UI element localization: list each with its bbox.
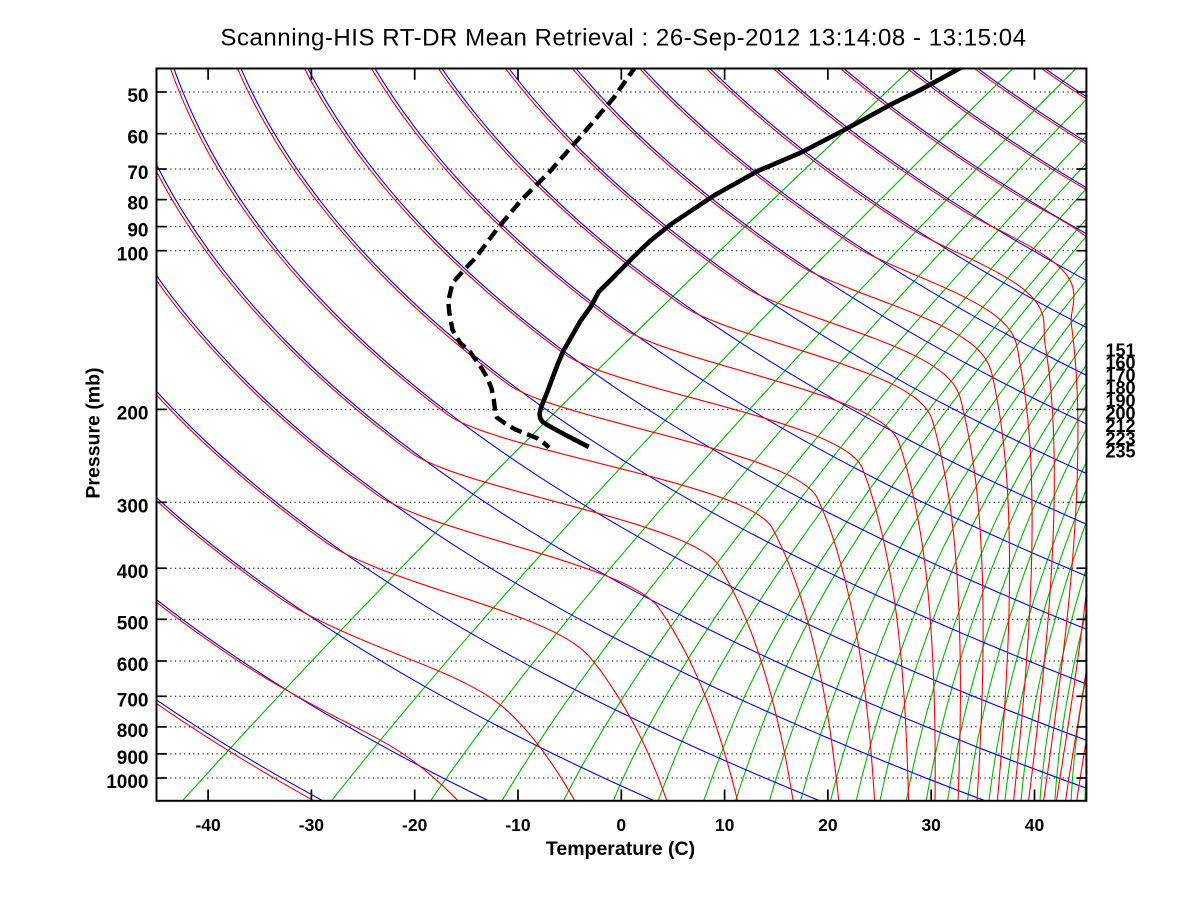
svg-text:212: 212 <box>1106 416 1136 436</box>
svg-text:800: 800 <box>117 721 149 742</box>
svg-text:900: 900 <box>117 748 149 769</box>
svg-text:160: 160 <box>1106 353 1136 373</box>
svg-text:-30: -30 <box>299 815 325 835</box>
svg-text:700: 700 <box>117 690 149 711</box>
svg-text:-10: -10 <box>505 815 531 835</box>
svg-text:40: 40 <box>1025 815 1045 835</box>
svg-text:400: 400 <box>117 562 149 583</box>
svg-text:-20: -20 <box>402 815 428 835</box>
svg-text:80: 80 <box>127 194 148 215</box>
svg-text:0: 0 <box>616 815 626 835</box>
svg-text:235: 235 <box>1106 442 1136 462</box>
svg-text:20: 20 <box>818 815 838 835</box>
svg-text:30: 30 <box>921 815 941 835</box>
svg-text:70: 70 <box>127 163 148 184</box>
svg-text:-40: -40 <box>195 815 221 835</box>
svg-text:50: 50 <box>127 86 148 107</box>
svg-text:200: 200 <box>1106 404 1136 424</box>
svg-text:190: 190 <box>1106 391 1136 411</box>
svg-text:500: 500 <box>117 613 149 634</box>
svg-text:10: 10 <box>715 815 735 835</box>
svg-text:151: 151 <box>1106 340 1136 360</box>
svg-text:90: 90 <box>127 221 148 242</box>
svg-text:60: 60 <box>127 128 148 149</box>
svg-text:Scanning-HIS RT-DR Mean Retrie: Scanning-HIS RT-DR Mean Retrieval : 26-S… <box>220 24 1026 51</box>
svg-text:100: 100 <box>117 245 149 266</box>
svg-text:170: 170 <box>1106 366 1136 386</box>
svg-text:200: 200 <box>117 403 149 424</box>
svg-text:300: 300 <box>117 496 149 517</box>
svg-text:223: 223 <box>1106 429 1136 449</box>
svg-text:Temperature (C): Temperature (C) <box>546 838 695 860</box>
svg-text:180: 180 <box>1106 378 1136 398</box>
svg-text:Pressure (mb): Pressure (mb) <box>83 367 105 498</box>
svg-text:1000: 1000 <box>106 772 148 793</box>
svg-text:600: 600 <box>117 655 149 676</box>
